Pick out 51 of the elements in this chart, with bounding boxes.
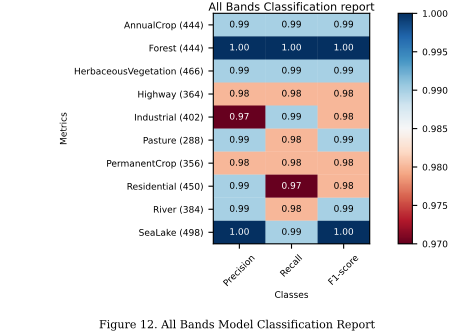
y-tick-label: Forest (444): [150, 44, 203, 53]
y-axis-title: Metrics: [60, 112, 67, 144]
data-label: 0.97: [282, 182, 301, 189]
color-bar-label: 0.975: [422, 202, 448, 209]
data-label: 0.99: [230, 20, 249, 28]
chart-title: All Bands Classification report: [208, 2, 374, 13]
data-label: 0.99: [334, 66, 354, 74]
y-tick-label: PermanentCrop (356): [107, 160, 203, 168]
data-label: 0.99: [230, 136, 249, 143]
data-label: 0.99: [230, 205, 249, 212]
data-label: 0.97: [230, 112, 249, 120]
color-bar-label: 0.995: [422, 48, 448, 56]
color-bar-label: 0.990: [422, 86, 448, 94]
data-label: 0.99: [230, 66, 249, 74]
y-tick-label: AnnualCrop (444): [124, 21, 203, 30]
color-bar-label: 1.000: [423, 10, 448, 17]
x-axis-title: Classes: [275, 290, 308, 298]
data-label: 0.99: [282, 112, 301, 120]
color-bar-label: 0.980: [422, 164, 448, 171]
data-label: 0.98: [230, 158, 249, 166]
y-tick-label: Pasture (288): [144, 136, 203, 145]
data-label: 0.98: [282, 136, 301, 143]
data-label: 0.98: [282, 158, 301, 166]
y-tick-label: River (384): [154, 206, 203, 214]
caption: Figure 12. All Bands Model Classification Report: [100, 320, 375, 331]
color-bar-label: 0.970: [422, 240, 448, 248]
y-tick-label: Residential (450): [128, 182, 203, 191]
color-bar-label: 0.985: [422, 125, 448, 132]
data-label: 0.99: [230, 182, 249, 189]
data-label: 0.98: [282, 90, 301, 97]
data-label: 0.99: [282, 66, 301, 74]
y-tick-label: Highway (364): [138, 90, 203, 100]
data-label: 1.00: [282, 44, 301, 51]
data-label: 0.99: [334, 136, 354, 143]
data-label: 0.98: [334, 182, 354, 189]
data-label: 0.99: [282, 20, 301, 28]
data-label: 0.98: [334, 112, 354, 120]
data-label: 0.98: [334, 158, 354, 166]
y-tick-label: Industrial (402): [134, 114, 203, 122]
data-label: 1.00: [230, 44, 249, 51]
data-label: 1.00: [334, 228, 354, 235]
y-tick-label: SeaLake (498): [139, 228, 203, 237]
data-label: 0.98: [282, 205, 301, 212]
y-tick-label: HerbaceousVegetation (466): [74, 68, 203, 76]
data-label: 1.00: [334, 44, 354, 51]
data-label: 0.98: [334, 90, 354, 97]
data-label: 0.99: [334, 20, 354, 28]
data-label: 1.00: [230, 228, 249, 235]
data-label: 0.99: [282, 228, 301, 235]
data-label: 0.98: [230, 90, 249, 97]
data-label: 0.99: [334, 205, 354, 212]
